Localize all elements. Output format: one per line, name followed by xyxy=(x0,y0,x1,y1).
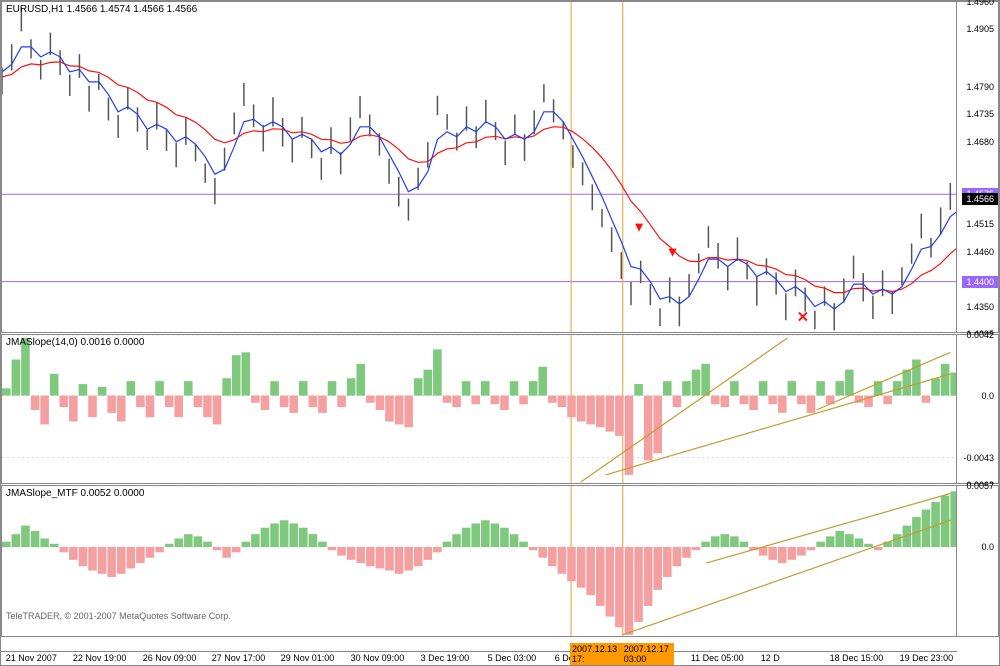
y-tick: 1.4460 xyxy=(966,247,994,257)
y-tick: 1.4515 xyxy=(966,219,994,229)
y-tick: 1.4680 xyxy=(966,137,994,147)
indicator2-panel[interactable]: JMASlope_MTF 0.0052 0.0000 0.00.0057 Tel… xyxy=(1,485,999,637)
x-axis: 21 Nov 2007 22 Nov 19:00 26 Nov 09:00 27 No… xyxy=(1,651,957,665)
x-tick: 3 Dec 19:00 xyxy=(421,653,470,663)
x-tick: 12 D xyxy=(761,653,780,663)
y-tick: 0.0 xyxy=(981,542,994,552)
x-tick: 22 Nov 19:00 xyxy=(73,653,127,663)
x-tick: 30 Nov 09:00 xyxy=(351,653,405,663)
main-svg xyxy=(2,2,956,332)
x-tick: 27 Nov 17:00 xyxy=(212,653,266,663)
y-tick: -0.0043 xyxy=(963,453,994,463)
indicator1-panel[interactable]: JMASlope(14,0) 0.0016 0.0000 -0.0062-0.0… xyxy=(1,334,999,484)
ind2-title: JMASlope_MTF 0.0052 0.0000 xyxy=(6,488,144,499)
xaxis-highlight: 2007.12.13 17: xyxy=(570,643,622,665)
x-tick: 11 Dec 05:00 xyxy=(691,653,744,663)
x-tick: 18 Dec 15:00 xyxy=(830,653,884,663)
ind1-title: JMASlope(14,0) 0.0016 0.0000 xyxy=(6,337,144,348)
x-tick: 5 Dec 03:00 xyxy=(488,653,537,663)
ind2-yaxis: 0.00.0057 xyxy=(956,486,998,636)
copyright: TeleTRADER, © 2001-2007 MetaQuotes Softw… xyxy=(6,611,231,621)
y-tick: 0.0057 xyxy=(966,481,994,491)
main-title: EURUSD,H1 1.4566 1.4574 1.4566 1.4566 xyxy=(6,4,197,15)
hline-label: 1.4400 xyxy=(962,276,998,288)
y-tick: 1.4735 xyxy=(966,109,994,119)
y-tick: 0.0 xyxy=(981,391,994,401)
x-tick: 29 Nov 01:00 xyxy=(281,653,335,663)
x-tick: 21 Nov 2007 xyxy=(6,653,57,663)
main-yaxis: 1.42951.43501.44601.45151.46801.47351.47… xyxy=(956,2,998,332)
x-tick: 19 Dec 23:00 xyxy=(900,653,954,663)
main-price-panel[interactable]: EURUSD,H1 1.4566 1.4574 1.4566 1.4566 1.… xyxy=(1,1,999,333)
x-tick: 26 Nov 09:00 xyxy=(143,653,197,663)
chart-container: EURUSD,H1 1.4566 1.4574 1.4566 1.4566 1.… xyxy=(0,0,1000,666)
y-tick: 0.0042 xyxy=(966,330,994,340)
current-price-label: 1.4566 xyxy=(962,193,998,205)
y-tick: 1.4790 xyxy=(966,82,994,92)
ind1-plot[interactable] xyxy=(2,335,956,483)
y-tick: 1.4905 xyxy=(966,24,994,34)
y-tick: 1.4960 xyxy=(966,0,994,7)
xaxis-highlight: 2007.12.17 03:00 xyxy=(622,643,674,665)
ind1-yaxis: -0.0062-0.00430.00.0042 xyxy=(956,335,998,483)
ind1-svg xyxy=(2,335,956,483)
y-tick: 1.4350 xyxy=(966,302,994,312)
main-plot[interactable] xyxy=(2,2,956,332)
